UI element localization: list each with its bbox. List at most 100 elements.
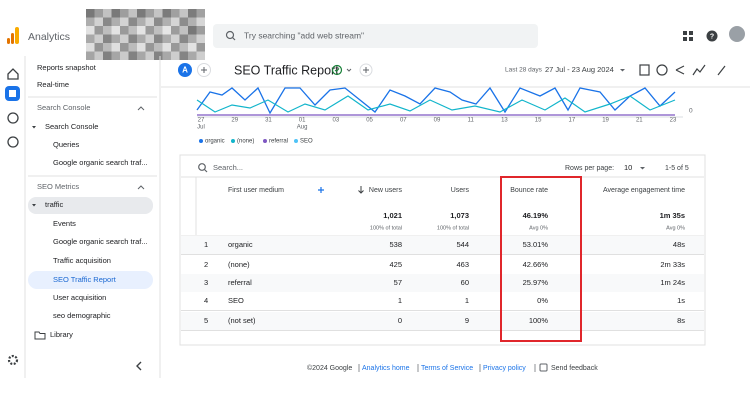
- insights-icon[interactable]: [656, 64, 668, 76]
- blur-pixel: [86, 43, 95, 52]
- blur-pixel: [171, 34, 180, 43]
- row-dimension: (none): [228, 260, 250, 269]
- x-axis-label: 31: [265, 118, 272, 124]
- footer-link[interactable]: Privacy policy: [483, 365, 526, 372]
- column-header[interactable]: Bounce rate: [510, 187, 548, 194]
- help-icon[interactable]: ?: [706, 30, 718, 42]
- total-value: 1,073: [450, 211, 469, 220]
- nav-item[interactable]: seo demographic: [53, 311, 111, 320]
- footer-link[interactable]: Send feedback: [551, 365, 598, 372]
- column-header[interactable]: Users: [451, 187, 470, 194]
- blur-pixel: [103, 17, 112, 26]
- x-axis-label: 23: [670, 118, 677, 124]
- blur-pixel: [111, 43, 120, 52]
- footer-link[interactable]: Terms of Service: [421, 365, 473, 372]
- edit-icon[interactable]: [717, 65, 726, 76]
- rows-per-page[interactable]: 10: [624, 163, 632, 172]
- rows-dropdown[interactable]: [640, 167, 645, 170]
- blur-pixel: [171, 9, 180, 18]
- row-number: 1: [204, 240, 208, 249]
- collapse-nav[interactable]: [136, 361, 142, 371]
- rows-per-page-label: Rows per page:: [565, 165, 614, 172]
- blur-pixel: [120, 34, 129, 43]
- nav-item[interactable]: Real-time: [37, 80, 69, 89]
- row-value: 60: [461, 278, 469, 287]
- add-dimension[interactable]: [318, 187, 324, 193]
- customize-icon[interactable]: [639, 64, 650, 76]
- nav-list: Reports snapshot Real-time Search Console S…: [37, 63, 148, 339]
- blur-pixel: [86, 51, 95, 60]
- line-chart: [196, 86, 683, 118]
- blur-pixel: [162, 51, 171, 60]
- blur-pixel: [188, 34, 197, 43]
- comparison-chip[interactable]: [178, 63, 192, 77]
- blur-pixel: [179, 51, 188, 60]
- column-header[interactable]: New users: [369, 187, 403, 194]
- comparison-label: A: [182, 66, 188, 75]
- table-search[interactable]: Search...: [213, 163, 243, 172]
- collapse-caret[interactable]: [137, 106, 145, 111]
- trend-icon[interactable]: [692, 64, 706, 76]
- add-comparison[interactable]: [197, 63, 211, 77]
- date-dropdown[interactable]: [620, 69, 625, 72]
- legend-swatch: [294, 139, 298, 143]
- explore-icon[interactable]: [7, 112, 19, 124]
- blur-pixel: [196, 9, 205, 18]
- nav-item[interactable]: Library: [50, 330, 73, 339]
- row-number: 3: [204, 278, 208, 287]
- nav-item[interactable]: Queries: [53, 140, 80, 149]
- expand-caret[interactable]: [32, 204, 36, 207]
- nav-item[interactable]: Traffic acquisition: [53, 256, 111, 265]
- y-axis-label: 0: [689, 108, 693, 115]
- nav-item[interactable]: Search Console: [45, 122, 98, 131]
- nav-item[interactable]: traffic: [45, 200, 63, 209]
- title-dropdown[interactable]: [346, 68, 352, 72]
- blur-pixel: [145, 43, 154, 52]
- nav-item[interactable]: Events: [53, 219, 76, 228]
- blur-pixel: [128, 43, 137, 52]
- nav-item[interactable]: Reports snapshot: [37, 63, 97, 72]
- blur-pixel: [196, 17, 205, 26]
- nav-item[interactable]: Google organic search traf...: [53, 237, 148, 246]
- settings-icon[interactable]: [7, 354, 19, 366]
- expand-caret[interactable]: [32, 126, 36, 129]
- legend-swatch: [263, 139, 267, 143]
- row-value: 9: [465, 316, 469, 325]
- column-header[interactable]: First user medium: [228, 187, 284, 194]
- collapse-caret[interactable]: [137, 185, 145, 190]
- none-line: [196, 95, 676, 113]
- blur-pixel: [196, 26, 205, 35]
- blur-pixel: [137, 26, 146, 35]
- date-range[interactable]: 27 Jul - 23 Aug 2024: [545, 65, 614, 74]
- table-search-icon: [198, 163, 208, 173]
- blur-pixel: [94, 26, 103, 35]
- nav-selected-item: [28, 271, 153, 289]
- legend-label: SEO: [300, 139, 313, 145]
- blur-pixel: [103, 26, 112, 35]
- home-icon[interactable]: [7, 68, 19, 80]
- blur-pixel: [154, 17, 163, 26]
- sort-arrow[interactable]: [358, 186, 364, 194]
- row-dimension: SEO: [228, 296, 244, 305]
- apps-icon[interactable]: [683, 31, 693, 41]
- blur-pixel: [179, 17, 188, 26]
- x-axis-label: 15: [535, 118, 542, 124]
- blur-pixel: [86, 9, 95, 18]
- column-header[interactable]: Average engagement time: [603, 187, 685, 194]
- share-icon[interactable]: [675, 65, 685, 75]
- footer-link[interactable]: Analytics home: [362, 365, 410, 372]
- nav-item[interactable]: User acquisition: [53, 293, 106, 302]
- nav-item[interactable]: Google organic search traf...: [53, 158, 148, 167]
- search-icon: [225, 30, 236, 41]
- add-card[interactable]: [359, 63, 373, 77]
- nav-item[interactable]: SEO Traffic Report: [53, 275, 117, 284]
- advertising-icon[interactable]: [7, 136, 19, 148]
- x-axis-label: 07: [400, 118, 407, 124]
- search-box[interactable]: [213, 24, 538, 48]
- row-value: 538: [389, 240, 402, 249]
- profile-avatar[interactable]: [729, 26, 745, 42]
- row-dimension: referral: [228, 278, 252, 287]
- blur-pixel: [188, 43, 197, 52]
- blur-pixel: [111, 34, 120, 43]
